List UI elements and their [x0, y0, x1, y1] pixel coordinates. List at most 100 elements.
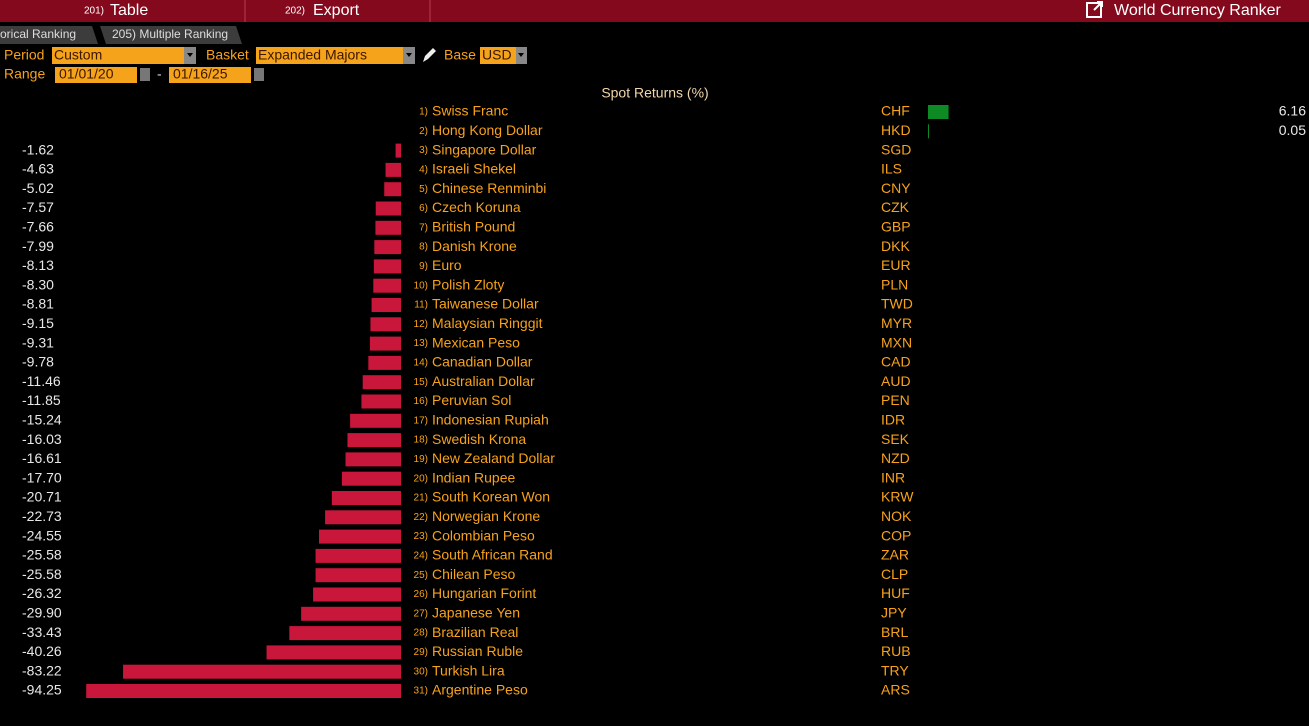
tab[interactable] [100, 26, 242, 44]
currency-code: CZK [881, 199, 910, 215]
value-label: -11.85 [22, 392, 61, 408]
bar [370, 317, 401, 332]
rank: 29) [414, 647, 428, 658]
currency-name: Danish Krone [432, 238, 517, 254]
date-value[interactable]: 01/16/25 [173, 66, 228, 82]
currency-code: IDR [881, 412, 905, 428]
arrow [406, 53, 412, 57]
currency-name: Malaysian Ringgit [432, 315, 543, 331]
dropdown-value[interactable]: USD [482, 47, 512, 63]
dropdown[interactable] [52, 47, 184, 64]
rank: 25) [414, 570, 428, 581]
currency-code: EUR [881, 257, 911, 273]
calendar-icon[interactable] [140, 68, 150, 81]
value-label: -16.03 [22, 431, 62, 447]
calendar-icon[interactable] [254, 68, 264, 81]
currency-code: TWD [881, 296, 913, 312]
date-field[interactable] [169, 67, 251, 83]
bar [289, 626, 401, 641]
rank: 23) [414, 531, 428, 542]
currency-name: Czech Koruna [432, 199, 521, 215]
currency-code: ILS [881, 161, 902, 177]
bar [374, 240, 401, 255]
currency-code: AUD [881, 373, 911, 389]
rank: 8) [419, 242, 428, 253]
currency-name: Euro [432, 257, 462, 273]
currency-name: Taiwanese Dollar [432, 296, 539, 312]
value-label: -40.26 [22, 643, 62, 659]
currency-name: Polish Zloty [432, 276, 504, 292]
value-label: -26.32 [22, 585, 62, 601]
currency-code: SEK [881, 431, 910, 447]
value-label: -15.24 [22, 412, 62, 428]
bar [325, 510, 401, 525]
currency-code: CAD [881, 354, 911, 370]
currency-code: ZAR [881, 547, 909, 563]
currency-name: Hungarian Forint [432, 585, 536, 601]
rank: 1) [419, 107, 428, 118]
currency-code: SGD [881, 141, 911, 157]
bar [315, 568, 401, 583]
currency-code: MYR [881, 315, 912, 331]
currency-name: Indian Rupee [432, 469, 516, 485]
edit-icon[interactable] [423, 48, 436, 62]
currency-name: Chinese Renminbi [432, 180, 546, 196]
date-value[interactable]: 01/01/20 [59, 66, 114, 82]
rank: 21) [414, 493, 428, 504]
currency-name: Hong Kong Dollar [432, 122, 543, 138]
rank: 18) [414, 435, 428, 446]
bar [266, 645, 401, 660]
tab-label[interactable]: 205) Multiple Ranking [112, 27, 228, 41]
rank: 7) [419, 222, 428, 233]
button-num[interactable]: 201) [84, 6, 104, 17]
bar [384, 182, 401, 197]
value-label: -94.25 [22, 682, 62, 698]
bar [315, 548, 401, 563]
bar [350, 413, 401, 428]
tab-label[interactable]: orical Ranking [0, 27, 76, 41]
rank: 13) [414, 338, 428, 349]
currency-name: Indonesian Rupiah [432, 412, 549, 428]
value-label: -22.73 [22, 508, 62, 524]
rank: 26) [414, 589, 428, 600]
label: Basket [206, 47, 249, 63]
bar [375, 220, 401, 235]
value-label: -11.46 [22, 373, 61, 389]
bar [385, 162, 401, 177]
rank: 22) [414, 512, 428, 523]
range-separator: - [157, 66, 162, 82]
bar [347, 433, 401, 448]
bar [331, 491, 401, 505]
dropdown[interactable] [480, 47, 516, 64]
bar [345, 452, 401, 467]
button[interactable]: Export [313, 2, 360, 19]
rank: 17) [414, 415, 428, 426]
tab[interactable] [0, 26, 98, 44]
dropdown-value[interactable]: Custom [54, 47, 102, 63]
dropdown-value[interactable]: Expanded Majors [258, 47, 367, 63]
currency-code: COP [881, 527, 911, 543]
currency-name: South Korean Won [432, 489, 550, 505]
date-field[interactable] [55, 67, 137, 83]
currency-code: PEN [881, 392, 910, 408]
currency-name: Peruvian Sol [432, 392, 511, 408]
currency-code: CNY [881, 180, 911, 196]
currency-name: Israeli Shekel [432, 161, 516, 177]
currency-name: Swiss Franc [432, 103, 508, 119]
currency-code: HKD [881, 122, 911, 138]
button[interactable]: Table [110, 2, 148, 19]
button-num[interactable]: 202) [285, 6, 305, 17]
currency-name: Chilean Peso [432, 566, 515, 582]
dropdown[interactable] [256, 47, 403, 64]
launch-icon[interactable] [1086, 1, 1103, 18]
currency-name: Argentine Peso [432, 682, 528, 698]
value-label: -8.30 [22, 276, 54, 292]
bar [123, 664, 401, 679]
label: Range [4, 66, 45, 82]
bar [369, 336, 401, 351]
bar [319, 529, 401, 544]
toolbar [0, 0, 1309, 22]
bar [86, 684, 401, 698]
